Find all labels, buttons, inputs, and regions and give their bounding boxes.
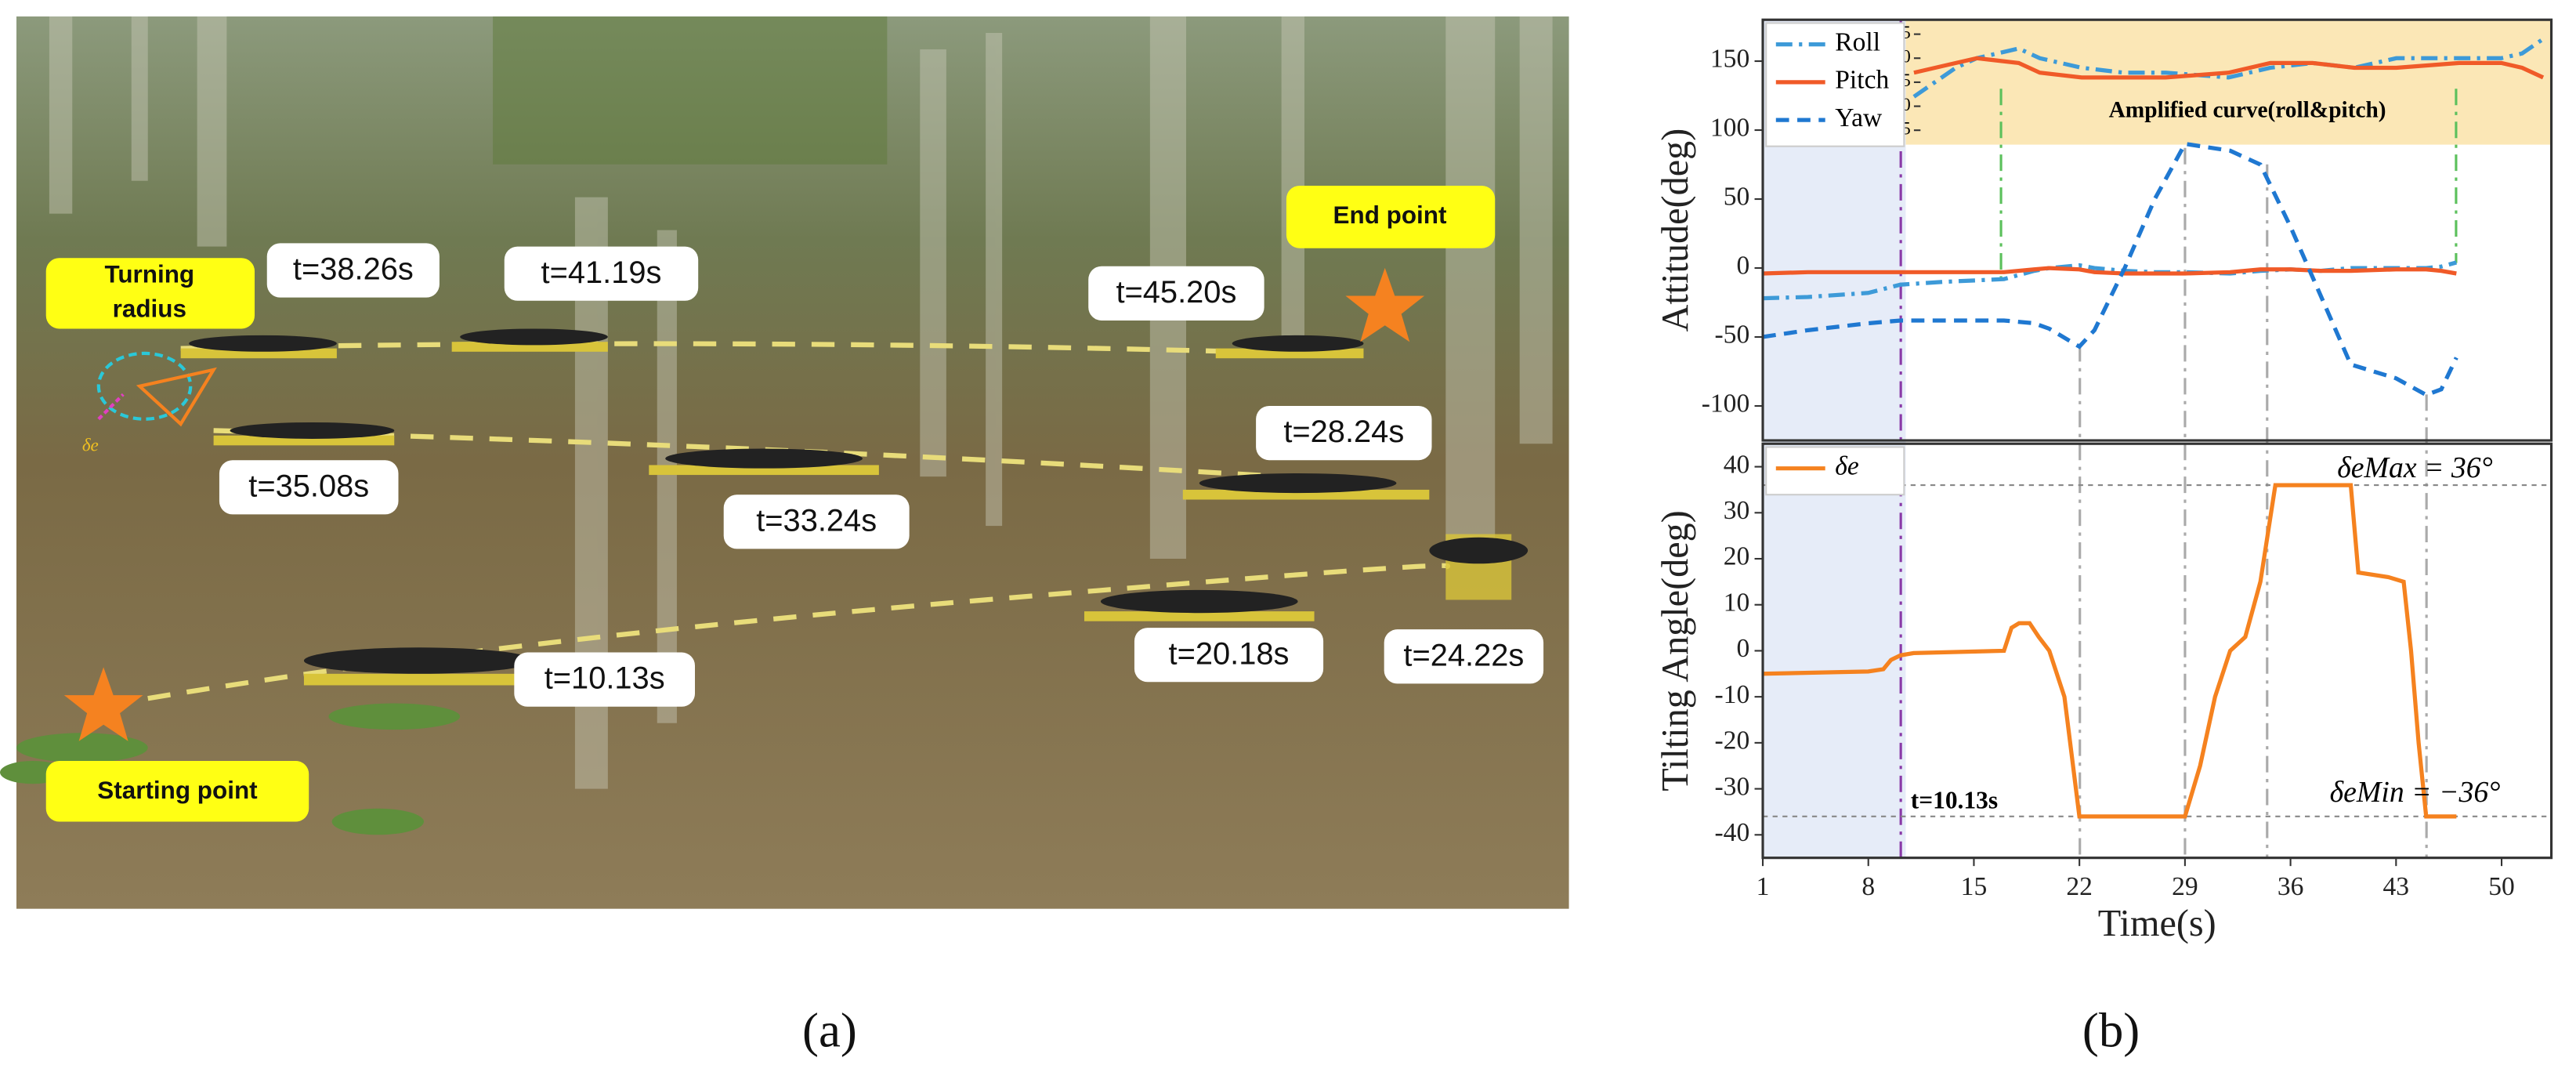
label-box bbox=[45, 258, 255, 329]
y-tick-label: 40 bbox=[1724, 450, 1750, 479]
shaded-region bbox=[1763, 20, 1906, 858]
legend-label: Pitch bbox=[1835, 66, 1889, 95]
time-box bbox=[723, 494, 910, 549]
legend-label: Yaw bbox=[1835, 103, 1883, 132]
series-line bbox=[1762, 266, 2457, 276]
y-axis-label: Tilting Angle(deg) bbox=[1655, 510, 1696, 791]
y-tick-label: 150 bbox=[1710, 45, 1749, 74]
end-label: End point bbox=[1333, 201, 1447, 229]
event-lines bbox=[1899, 20, 2458, 858]
inset-line bbox=[1912, 37, 2545, 99]
angle-symbol: δe bbox=[82, 435, 99, 455]
label-box bbox=[1286, 186, 1496, 248]
time-box bbox=[504, 246, 699, 301]
inset-tick-label: 0 bbox=[1901, 46, 1911, 67]
y-tick-label: -50 bbox=[1715, 321, 1750, 350]
annotation: δeMax = 36° bbox=[2337, 451, 2492, 484]
turning-label: Turning bbox=[104, 261, 194, 288]
series-line bbox=[1762, 483, 2457, 819]
start-star bbox=[63, 667, 143, 741]
series-line bbox=[1762, 141, 2458, 397]
turning-label: radius bbox=[113, 295, 186, 323]
y-tick-label: 50 bbox=[1724, 183, 1750, 212]
time-box bbox=[514, 652, 696, 707]
y-tick-label: 10 bbox=[1724, 588, 1750, 617]
time-box bbox=[1384, 629, 1544, 684]
tree-reflection bbox=[493, 16, 888, 165]
y-tick-label: -30 bbox=[1715, 772, 1750, 801]
inset-line bbox=[1913, 56, 2545, 80]
time-label: t=35.08s bbox=[248, 469, 369, 503]
time-label: t=38.26s bbox=[293, 252, 414, 287]
time-label: t=41.19s bbox=[541, 255, 662, 290]
annotation: δeMin = −36° bbox=[2330, 776, 2501, 809]
x-tick-label: 1 bbox=[1757, 872, 1770, 901]
caption: (b) bbox=[2082, 1003, 2140, 1058]
plots: -100-50050100150Attitude(deg)50-51015Amp… bbox=[1655, 22, 2552, 944]
x-tick-label: 15 bbox=[1961, 872, 1988, 901]
boats bbox=[180, 328, 1529, 686]
time-label: t=33.24s bbox=[756, 503, 877, 538]
end-star bbox=[1345, 267, 1425, 342]
time-label: t=20.18s bbox=[1169, 636, 1290, 671]
time-box bbox=[219, 460, 399, 515]
time-box bbox=[1256, 406, 1432, 461]
lily-pads bbox=[0, 703, 461, 835]
x-tick-label: 22 bbox=[2066, 872, 2093, 901]
y-tick-label: 0 bbox=[1736, 634, 1749, 663]
photo: δe Turning radius End point Starting poi… bbox=[0, 16, 1569, 909]
legend bbox=[1765, 446, 1905, 496]
y-tick-label: 0 bbox=[1736, 252, 1749, 281]
frame-top bbox=[1761, 18, 2553, 442]
x-tick-label: 29 bbox=[2172, 872, 2198, 901]
x-axis-label: Time(s) bbox=[2098, 903, 2216, 944]
y-tick-label: -20 bbox=[1715, 726, 1750, 755]
time-label: t=24.22s bbox=[1403, 638, 1524, 672]
inset-title: Amplified curve(roll&pitch) bbox=[2109, 97, 2386, 122]
y-tick-label: -40 bbox=[1715, 818, 1750, 847]
time-label: t=45.20s bbox=[1116, 275, 1236, 310]
annotation: t=10.13s bbox=[1911, 786, 1998, 813]
y-tick-label: 20 bbox=[1724, 542, 1750, 571]
legend-label: Roll bbox=[1835, 27, 1880, 56]
time-box bbox=[1134, 628, 1324, 683]
time-labels: t=38.26s t=41.19s t=45.20s t=28.24s t=35.08s… bbox=[219, 243, 1544, 707]
x-tick-label: 50 bbox=[2488, 872, 2515, 901]
x-tick-label: 43 bbox=[2383, 872, 2410, 901]
frame-bottom bbox=[1761, 442, 2553, 860]
inset-background bbox=[1905, 20, 2552, 145]
label-box bbox=[45, 760, 309, 822]
x-tick-label: 8 bbox=[1861, 872, 1875, 901]
y-tick-label: 100 bbox=[1710, 114, 1749, 143]
y-tick-label: -100 bbox=[1702, 389, 1750, 418]
yellow-labels: Turning radius End point Starting point bbox=[45, 186, 1496, 822]
caption: (a) bbox=[802, 1003, 857, 1058]
x-tick-label: 36 bbox=[2278, 872, 2304, 901]
time-label: t=28.24s bbox=[1283, 415, 1404, 449]
chart-b: -100-50050100150Attitude(deg)50-51015Amp… bbox=[1655, 18, 2553, 944]
y-tick-label: -10 bbox=[1715, 680, 1750, 709]
time-box bbox=[1088, 266, 1264, 321]
inset-tick-label: 5 bbox=[1901, 22, 1911, 42]
start-label: Starting point bbox=[97, 777, 258, 804]
legend-label: δe bbox=[1835, 451, 1859, 480]
time-label: t=10.13s bbox=[545, 661, 665, 696]
y-tick-label: 30 bbox=[1724, 496, 1750, 525]
y-axis-label: Attitude(deg) bbox=[1655, 129, 1696, 332]
turning-sketch bbox=[96, 351, 217, 427]
time-box bbox=[266, 243, 440, 298]
